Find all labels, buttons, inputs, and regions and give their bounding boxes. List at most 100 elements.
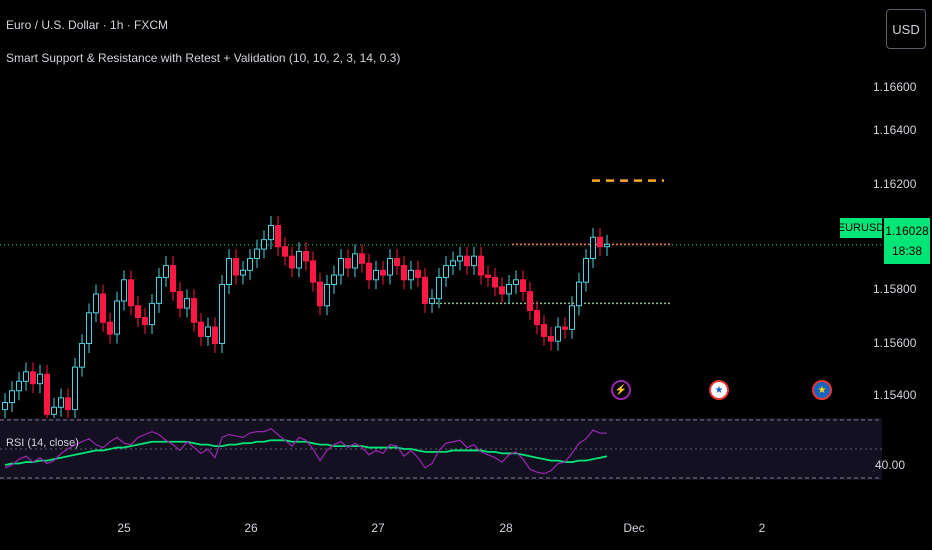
candle-body [16, 380, 22, 392]
lightning-event-icon[interactable]: ⚡ [611, 380, 631, 400]
candle [44, 364, 50, 424]
candle-body [527, 291, 533, 311]
candle-body [142, 317, 148, 326]
candle-body [128, 279, 134, 307]
candles [2, 216, 610, 424]
candle [128, 270, 134, 316]
candle [352, 244, 358, 278]
candle [506, 275, 512, 304]
candle-body [30, 371, 36, 385]
candle-body [303, 250, 309, 262]
candle-body [541, 324, 547, 337]
candle-body [464, 255, 470, 267]
candle [464, 246, 470, 276]
candle [191, 289, 197, 332]
candle [254, 239, 260, 268]
price-axis-label: 1.16600 [873, 80, 917, 94]
candle-body [212, 326, 218, 345]
candle-body [499, 286, 505, 295]
candle [429, 289, 435, 313]
candle-body [597, 236, 603, 248]
candle [156, 267, 162, 313]
candle [366, 253, 372, 290]
candle [485, 265, 491, 287]
candle [436, 267, 442, 309]
candle [275, 216, 281, 257]
time-axis-label: 25 [117, 521, 131, 535]
candle-body [198, 321, 204, 337]
candle [324, 275, 330, 316]
candle-body [107, 321, 113, 335]
candle-body [226, 258, 232, 285]
time-axis-label: 2 [758, 521, 766, 535]
rsi-ma-line [4, 439, 608, 466]
candle [296, 242, 302, 278]
candle-body [191, 298, 197, 323]
candle-body [93, 293, 99, 314]
candle-body [471, 255, 477, 267]
candle-body [170, 265, 176, 293]
candle-body [415, 269, 421, 278]
candle [142, 308, 148, 335]
candle [513, 270, 519, 294]
candle-body [317, 281, 323, 307]
candle [212, 317, 218, 353]
candle-body [86, 312, 92, 345]
candle [23, 362, 29, 391]
candle-body [9, 390, 15, 404]
candle-body [450, 260, 456, 267]
candle-body [338, 258, 344, 276]
candle-body [275, 224, 281, 248]
candle [457, 246, 463, 271]
currency-button[interactable]: USD [886, 9, 926, 49]
candle [548, 327, 554, 351]
candle [310, 251, 316, 292]
candle [415, 260, 421, 287]
us-flag-event-icon[interactable]: ★ [709, 380, 729, 400]
candle-body [51, 406, 57, 415]
candle [408, 260, 414, 290]
candle-body [135, 305, 141, 319]
candle-body [156, 276, 162, 304]
candle-body [268, 224, 274, 241]
candle-body [114, 300, 120, 335]
candle [541, 315, 547, 346]
candle-body [590, 236, 596, 260]
candle [72, 357, 78, 420]
candle-body [408, 269, 414, 281]
price-axis-label: 1.15600 [873, 336, 917, 350]
candle-body [149, 302, 155, 326]
candle-body [380, 269, 386, 276]
candle [555, 317, 561, 351]
candle [114, 291, 120, 344]
eu-flag-event-icon[interactable]: ★ [812, 380, 832, 400]
price-axis-label: 1.16200 [873, 177, 917, 191]
rsi-title[interactable]: RSI (14, close) [6, 437, 79, 449]
candle [121, 270, 127, 311]
candle [478, 246, 484, 285]
candle-body [72, 366, 78, 411]
candle-body [373, 269, 379, 281]
candle-body [345, 258, 351, 269]
candle [492, 267, 498, 297]
candle [65, 388, 71, 420]
candle-body [429, 298, 435, 304]
candle [604, 234, 610, 257]
candle-body [254, 248, 260, 260]
candle [338, 249, 344, 285]
candle [387, 249, 393, 285]
candle-body [37, 373, 43, 385]
indicator-title[interactable]: Smart Support & Resistance with Retest +… [6, 51, 401, 65]
candle-body [100, 293, 106, 323]
candle [289, 246, 295, 278]
candle [30, 362, 36, 394]
candle [37, 364, 43, 394]
candle [219, 275, 225, 353]
symbol-title[interactable]: Euro / U.S. Dollar · 1h · FXCM [6, 18, 169, 32]
candle-body [23, 371, 29, 382]
candle [345, 249, 351, 278]
candle-body [324, 284, 330, 307]
candle [422, 267, 428, 313]
candle [184, 289, 190, 318]
